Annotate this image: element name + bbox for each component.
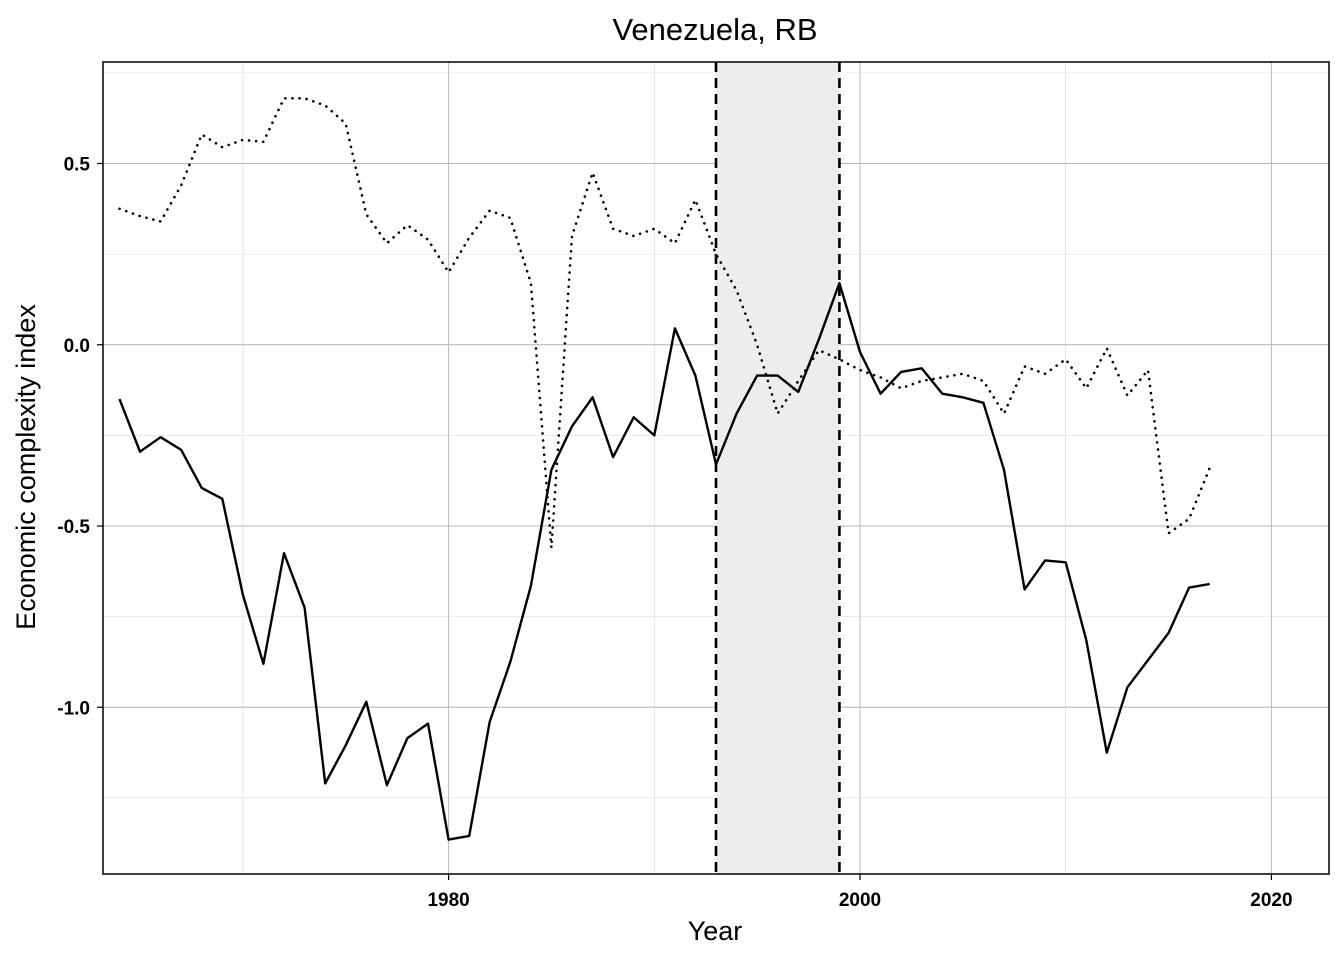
x-tick-label: 2020 [1250, 890, 1292, 911]
chart-title: Venezuela, RB [612, 12, 817, 47]
solid-series-line [118, 281, 1210, 841]
y-tick-label: 0.5 [64, 155, 91, 176]
x-axis-title: Year [688, 916, 743, 946]
y-tick-label: -0.5 [57, 517, 90, 538]
dotted-series-line [118, 97, 1211, 550]
shaded-period-region [716, 62, 840, 874]
y-axis-title: Economic complexity index [11, 304, 41, 630]
plot-border [102, 61, 1330, 875]
x-tick-label: 2000 [839, 890, 881, 911]
y-tick-label: 0.0 [64, 336, 90, 357]
y-tick-label: -1.0 [57, 698, 90, 719]
plot-area: 1980 2000 2020 0.5 0.0 -0.5 -1.0 [57, 61, 1330, 911]
x-tick-label: 1980 [427, 890, 469, 911]
